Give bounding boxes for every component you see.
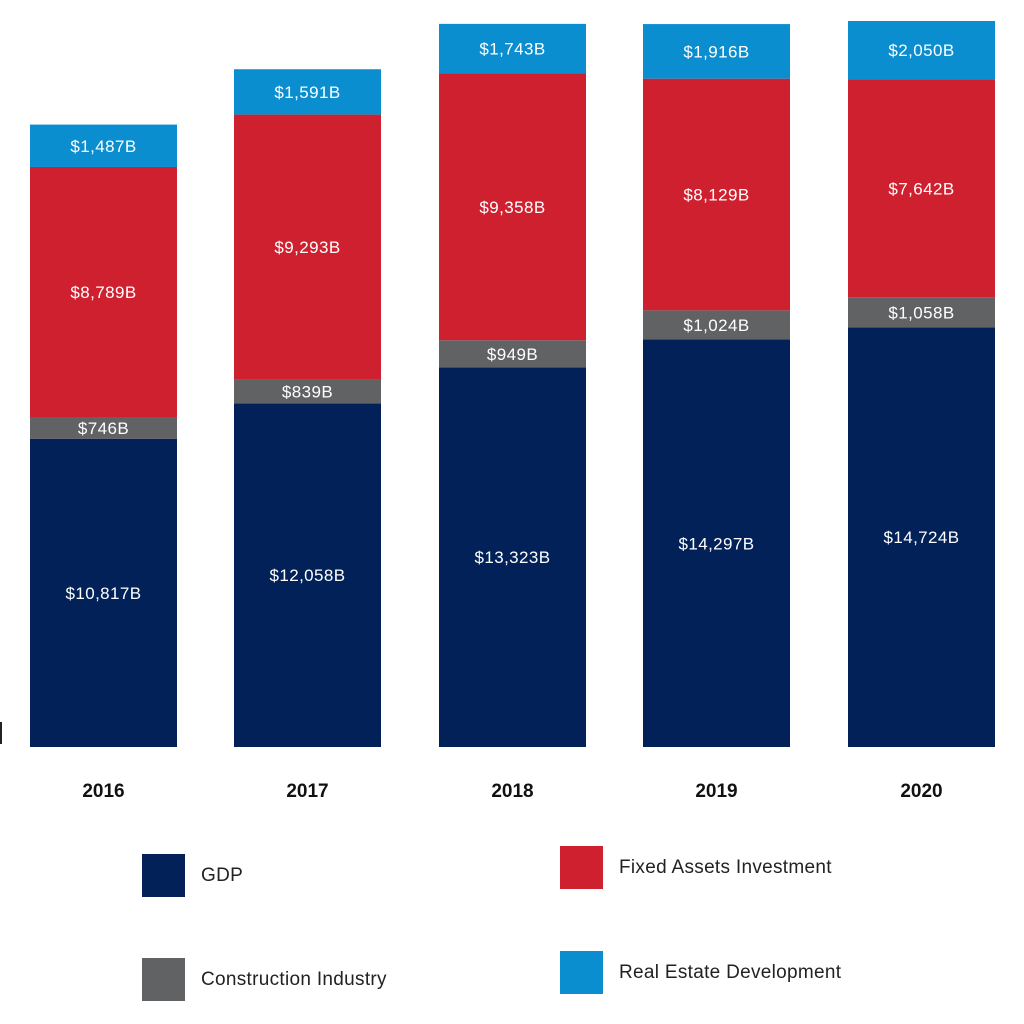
- bar-segment-fixed-assets-investment-2020: [848, 79, 995, 298]
- x-tick-label-2016: 2016: [82, 781, 124, 802]
- bar-segment-gdp-2017: [234, 403, 381, 747]
- bar-segment-construction-industry-2018: [439, 340, 586, 368]
- bar-segment-fixed-assets-investment-2017: [234, 114, 381, 380]
- data-label-construction-industry-2016: $746B: [78, 419, 129, 438]
- data-label-gdp-2019: $14,297B: [679, 534, 755, 553]
- bar-segment-gdp-2020: [848, 327, 995, 747]
- data-label-real-estate-development-2019: $1,916B: [683, 42, 749, 61]
- data-label-construction-industry-2018: $949B: [487, 345, 538, 364]
- x-tick-label-2017: 2017: [286, 781, 328, 802]
- bar-segment-fixed-assets-investment-2018: [439, 73, 586, 341]
- data-label-construction-industry-2017: $839B: [282, 382, 333, 401]
- data-label-real-estate-development-2020: $2,050B: [888, 41, 954, 60]
- bar-segment-fixed-assets-investment-2016: [30, 166, 177, 418]
- data-label-construction-industry-2019: $1,024B: [683, 316, 749, 335]
- bar-segment-real-estate-development-2020: [848, 20, 995, 80]
- data-label-construction-industry-2020: $1,058B: [888, 303, 954, 322]
- data-label-gdp-2017: $12,058B: [270, 566, 346, 585]
- data-label-real-estate-development-2017: $1,591B: [274, 83, 340, 102]
- axis-tick-mark: [0, 722, 2, 744]
- data-label-gdp-2016: $10,817B: [66, 584, 142, 603]
- x-tick-label-2019: 2019: [695, 781, 737, 802]
- x-tick-label-2018: 2018: [491, 781, 533, 802]
- bar-segment-real-estate-development-2018: [439, 23, 586, 74]
- bar-segment-fixed-assets-investment-2019: [643, 78, 790, 311]
- bar-segment-real-estate-development-2017: [234, 69, 381, 115]
- data-label-gdp-2020: $14,724B: [884, 528, 960, 547]
- data-label-fixed-assets-investment-2020: $7,642B: [888, 179, 954, 198]
- data-label-fixed-assets-investment-2019: $8,129B: [683, 186, 749, 205]
- bar-segment-real-estate-development-2019: [643, 24, 790, 79]
- bar-segment-gdp-2019: [643, 339, 790, 747]
- bar-segment-construction-industry-2016: [30, 417, 177, 439]
- data-label-gdp-2018: $13,323B: [475, 548, 551, 567]
- bar-segment-gdp-2016: [30, 438, 177, 747]
- x-tick-label-2020: 2020: [900, 781, 942, 802]
- bar-segment-construction-industry-2017: [234, 379, 381, 404]
- bar-segment-construction-industry-2019: [643, 310, 790, 340]
- bar-segment-gdp-2018: [439, 367, 586, 747]
- data-label-fixed-assets-investment-2016: $8,789B: [70, 283, 136, 302]
- data-label-fixed-assets-investment-2018: $9,358B: [479, 198, 545, 217]
- data-label-fixed-assets-investment-2017: $9,293B: [274, 238, 340, 257]
- bar-segment-real-estate-development-2016: [30, 124, 177, 167]
- data-label-real-estate-development-2018: $1,743B: [479, 40, 545, 59]
- data-label-real-estate-development-2016: $1,487B: [70, 137, 136, 156]
- bar-segment-construction-industry-2020: [848, 297, 995, 328]
